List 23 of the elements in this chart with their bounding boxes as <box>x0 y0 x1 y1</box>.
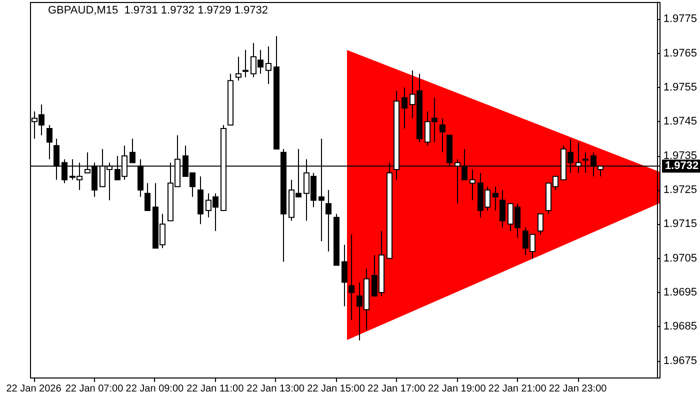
x-tick-label: 22 Jan 13:00 <box>246 384 305 394</box>
y-tick-label: 1.9705 <box>663 252 698 264</box>
y-tick-label: 1.9695 <box>663 286 698 299</box>
y-tick-label: 1.9755 <box>663 81 698 94</box>
y-tick-label: 1.9725 <box>663 184 698 196</box>
y-tick-label: 1.9745 <box>663 116 698 128</box>
x-tick-label: 22 Jan 15:00 <box>307 384 366 394</box>
y-tick-label: 1.9775 <box>663 13 698 26</box>
y-tick-label: 1.9765 <box>663 47 698 60</box>
y-tick-label: 1.9675 <box>663 354 698 367</box>
y-tick-label: 1.9715 <box>663 218 698 230</box>
y-tick-label: 1.9735 <box>663 150 698 162</box>
x-tick-label: 22 Jan 07:00 <box>65 384 124 394</box>
x-tick-label: 22 Jan 23:00 <box>548 384 608 394</box>
chart-title: GBPAUD,M15 1.9731 1.9732 1.9729 1.9732 <box>48 4 268 16</box>
y-tick-label: 1.9685 <box>663 320 698 333</box>
x-tick-label: 22 Jan 11:00 <box>186 384 244 394</box>
x-tick-label: 22 Jan 17:00 <box>368 384 426 394</box>
x-tick-label: 22 Jan 09:00 <box>126 384 184 394</box>
x-tick-label: 22 Jan 2026 <box>6 384 62 394</box>
ref-line-label: 1.9732 <box>665 160 699 172</box>
x-tick-label: 22 Jan 21:00 <box>488 384 547 394</box>
x-tick-label: 22 Jan 19:00 <box>428 384 486 394</box>
